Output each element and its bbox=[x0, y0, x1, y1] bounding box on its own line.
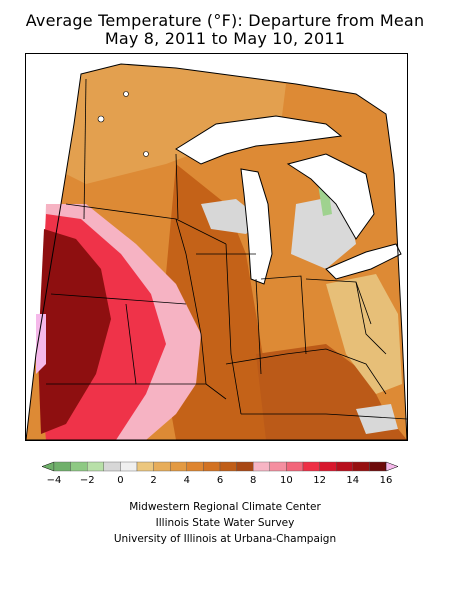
map-subtitle-date-range: May 8, 2011 to May 10, 2011 bbox=[104, 29, 346, 48]
credit-uiuc: University of Illinois at Urbana-Champai… bbox=[113, 533, 337, 545]
small-lake bbox=[123, 91, 129, 97]
western-edge-pink bbox=[36, 314, 46, 374]
legend-tick-label: 12 bbox=[313, 475, 326, 486]
legend-swatch bbox=[319, 461, 337, 472]
legend-tick-label: 8 bbox=[250, 475, 256, 486]
small-lake bbox=[97, 115, 105, 123]
legend-tick-label: 6 bbox=[217, 475, 223, 486]
lake-huron bbox=[286, 153, 375, 240]
legend-swatch bbox=[87, 461, 105, 472]
legend-swatch bbox=[219, 461, 237, 472]
legend-swatch bbox=[53, 461, 71, 472]
legend-swatch bbox=[252, 461, 270, 472]
legend-swatch bbox=[286, 461, 304, 472]
legend-swatch bbox=[369, 461, 387, 472]
lake-superior bbox=[175, 115, 343, 165]
map-title: Average Temperature (°F): Departure from… bbox=[25, 11, 425, 30]
legend-tick-label: 10 bbox=[280, 475, 293, 486]
legend-swatch bbox=[70, 461, 88, 472]
state-borders bbox=[46, 78, 407, 420]
legend-swatch bbox=[169, 461, 187, 472]
near-normal-patch-michigan bbox=[291, 194, 356, 269]
legend-low-arrow bbox=[42, 461, 55, 472]
eastern-tan bbox=[326, 274, 402, 394]
legend-tick-label: 14 bbox=[346, 475, 359, 486]
map-canvas bbox=[26, 63, 407, 440]
legend-high-arrow bbox=[385, 461, 399, 472]
legend-tick-label: 16 bbox=[380, 475, 393, 486]
legend-tick-label: −2 bbox=[80, 475, 95, 486]
legend-swatch bbox=[136, 461, 154, 472]
lake-michigan bbox=[240, 168, 273, 285]
legend-swatch bbox=[186, 461, 204, 472]
legend-swatch bbox=[103, 461, 121, 472]
temperature-departure-map bbox=[25, 53, 408, 441]
legend-swatch bbox=[120, 461, 138, 472]
north-tan-band bbox=[66, 64, 286, 184]
legend-tick-label: 4 bbox=[184, 475, 190, 486]
legend-swatch bbox=[269, 461, 287, 472]
credit-mrcc: Midwestern Regional Climate Center bbox=[129, 501, 321, 513]
region-outline bbox=[26, 63, 407, 440]
legend-swatch bbox=[302, 461, 320, 472]
legend-swatch bbox=[336, 461, 354, 472]
legend-swatch bbox=[203, 461, 221, 472]
near-normal-patch-east bbox=[356, 404, 398, 434]
legend-tick-label: 2 bbox=[150, 475, 156, 486]
small-lake bbox=[143, 151, 149, 157]
dark-red-core bbox=[38, 229, 111, 434]
legend-swatch bbox=[352, 461, 370, 472]
credit-isws: Illinois State Water Survey bbox=[155, 517, 295, 529]
legend-swatch bbox=[236, 461, 254, 472]
legend-tick-label: −4 bbox=[47, 475, 62, 486]
lake-erie bbox=[325, 243, 402, 280]
legend-tick-label: 0 bbox=[117, 475, 123, 486]
legend-swatch bbox=[153, 461, 171, 472]
color-scale-legend: −4 −2 0 2 4 6 8 10 12 14 16 bbox=[42, 461, 399, 486]
